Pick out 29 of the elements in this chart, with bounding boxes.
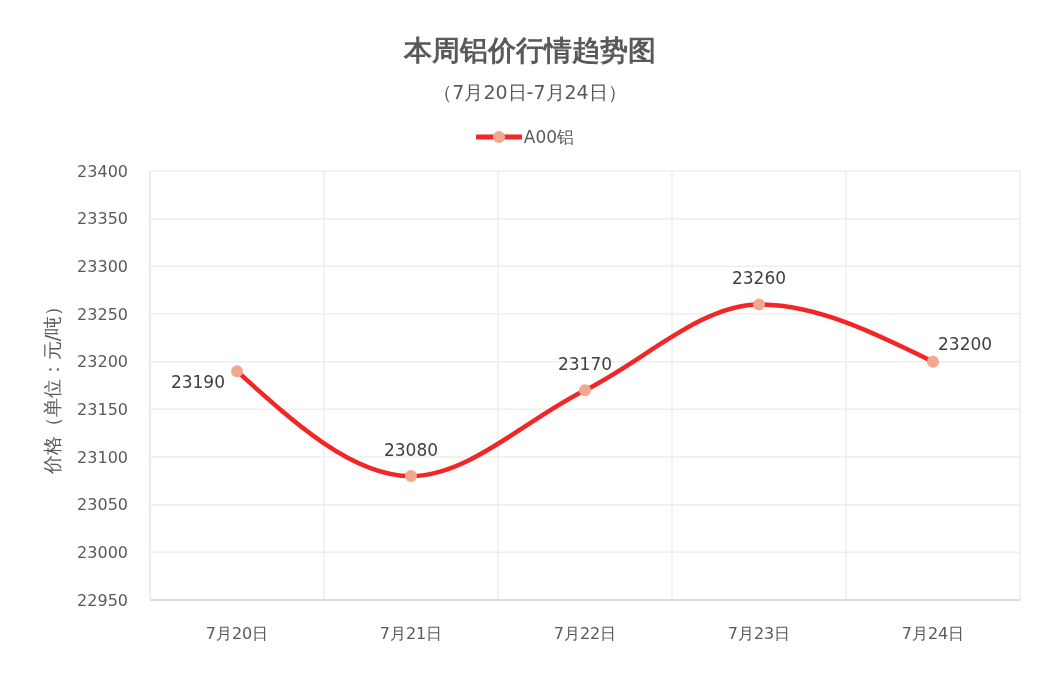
y-axis-title: 价格（单位：元/吨） [41,296,63,476]
point [579,384,591,397]
data-label: 23260 [731,268,787,289]
chart-subtitle: （7月20日-7月24日） [432,80,628,105]
data-label: 23080 [383,440,439,461]
y-tick-label: 23300 [77,257,128,277]
data-label: 23200 [938,333,993,354]
point [231,365,243,378]
y-tick-label: 23200 [77,352,128,372]
chart-title: 本周铝价行情趋势图 [402,33,657,69]
y-tick-label: 23350 [77,209,128,229]
y-tick-label: 23100 [77,447,128,467]
data-label: 23190 [170,372,225,393]
y-tick-label: 23150 [77,400,128,420]
y-tick-label: 22950 [77,590,128,610]
point [753,298,765,311]
x-tick-label: 7月21日 [379,624,443,644]
y-tick-label: 23400 [77,161,128,181]
y-tick-label: 23250 [77,304,128,324]
x-tick-label: 7月20日 [205,624,269,644]
point [405,470,417,483]
y-tick-label: 23000 [77,543,128,563]
y-tick-label: 23050 [77,495,128,515]
point [927,355,939,368]
x-tick-label: 7月24日 [901,624,965,644]
x-tick-label: 7月23日 [727,624,791,644]
data-label: 23170 [557,354,613,375]
legend-label: A00铝 [523,125,575,149]
x-tick-label: 7月22日 [553,624,617,644]
